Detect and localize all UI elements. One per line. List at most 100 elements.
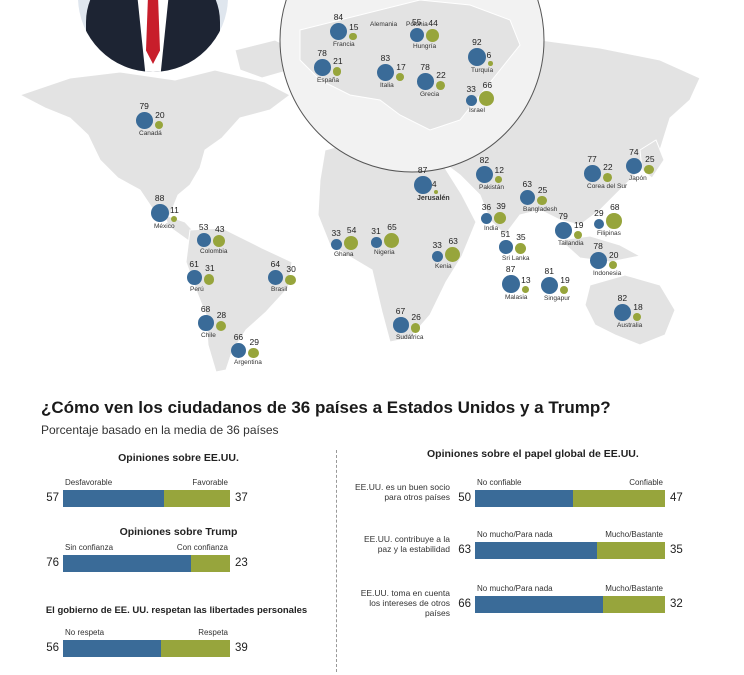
left-panel-title: Opiniones sobre EE.UU. [118,452,239,464]
country-nigeria: 31 65 Nigeria [371,222,451,262]
country-name: Sudáfrica [396,334,424,341]
positive-label: Mucho/Bastante [605,530,663,539]
country-grecia: 78 22 Grecia [417,63,497,104]
positive-segment [161,640,230,657]
favorable-dot [514,242,526,254]
negative-segment [475,596,603,613]
headline: ¿Cómo ven los ciudadanos de 36 países a … [41,398,611,417]
positive-label: Favorable [192,478,228,487]
favorable-dot [633,312,642,321]
country-name: Grecia [420,91,440,98]
favorable-dot [170,215,178,222]
favorable-value: 43 [215,223,225,234]
unfavorable-value: 61 [189,259,199,270]
negative-value: 66 [458,598,471,610]
favorable-dot [435,81,445,90]
country-sudafrica: 67 26 Sudáfrica [393,307,473,347]
country-hungria: 55 44 Hungría [410,16,490,56]
negative-label: No confiable [477,478,522,487]
unfavorable-dot [393,317,409,333]
unfavorable-value: 51 [500,229,511,240]
positive-segment [164,490,230,507]
right-row-question: EE.UU. es un buen socio para otros paíse… [355,482,450,502]
unfavorable-value: 36 [481,201,492,212]
country-name: Filipinas [597,230,621,237]
unfavorable-dot [136,112,153,129]
favorable-value: 20 [155,109,165,120]
country-name: Malasia [505,294,528,301]
country-italia: 83 17 Italia [377,53,457,95]
land-indonesia [558,235,642,263]
subheadline: Porcentaje basado en la media de 36 país… [41,423,279,437]
country-jerusalen: 87 4 Jerusalén [414,166,494,208]
favorable-value: 68 [610,202,620,213]
positive-segment [602,596,665,613]
country-filipinas: 29 68 Filipinas [594,203,674,243]
unfavorable-value: 81 [544,265,555,276]
positive-label: Confiable [629,478,663,487]
unfavorable-dot [330,22,348,40]
country-australia: 82 18 Australia [614,292,694,335]
unfavorable-dot [417,73,434,90]
country-name: México [154,223,175,230]
unfavorable-dot [377,63,395,81]
unfavorable-value: 79 [558,211,568,222]
country-espana: 78 21 España [314,49,394,90]
country-name: Japón [629,175,647,182]
positive-value: 37 [235,492,248,504]
unfavorable-value: 29 [594,207,604,218]
favorable-value: 11 [169,204,179,215]
favorable-dot [215,320,226,331]
unfavorable-value: 78 [593,241,603,252]
unfavorable-dot [590,252,607,269]
favorable-value: 19 [574,219,584,230]
favorable-value: 15 [349,21,359,32]
favorable-dot [285,274,296,285]
country-name: Ghana [334,251,354,258]
country-indonesia: 78 20 Indonesia [590,241,670,283]
country-francia: 84 15 Francia [330,12,410,54]
country-srilanka: 51 35 Sri Lanka [499,228,579,268]
left-panel-bar [63,640,230,657]
positive-value: 47 [670,492,683,504]
favorable-dot [495,176,502,183]
favorable-dot [494,212,507,224]
negative-label: Sin confianza [65,543,114,552]
country-name: Brasil [271,286,288,293]
favorable-dot [644,164,654,174]
favorable-dot [537,195,547,205]
country-argentina: 66 29 Argentina [231,332,311,372]
negative-segment [475,542,598,559]
unfavorable-dot [410,27,425,42]
unfavorable-dot [626,157,643,174]
country-malasia: 87 13 Malasia [502,265,582,307]
country-colombia: 53 43 Colombia [197,221,277,261]
negative-segment [63,490,165,507]
country-india: 36 39 India [481,198,561,238]
unfavorable-dot [432,251,443,262]
unfavorable-value: 79 [139,101,149,112]
favorable-dot [602,173,612,182]
unfavorable-value: 82 [617,292,628,303]
favorable-dot [573,230,583,239]
favorable-value: 63 [448,235,458,246]
favorable-dot [606,213,622,229]
right-panel-title: Opiniones sobre el papel global de EE.UU… [427,448,639,460]
positive-segment [572,490,665,507]
right-panel-bar [475,542,665,559]
favorable-value: 20 [609,249,619,260]
country-turquia: 92 6 Turquía [468,37,548,80]
positive-segment [597,542,665,559]
negative-segment [63,555,192,572]
unfavorable-dot [520,189,536,205]
country-name: Tailandia [558,240,584,247]
favorable-value: 65 [387,221,397,232]
country-name: Italia [380,82,394,89]
country-name: Corea del Sur [587,183,628,190]
favorable-dot [248,347,259,358]
unfavorable-value: 64 [270,258,281,269]
favorable-value: 66 [482,79,493,90]
negative-segment [475,490,573,507]
country-name: India [484,225,499,232]
country-corea: 77 22 Corea del Sur [584,155,664,196]
